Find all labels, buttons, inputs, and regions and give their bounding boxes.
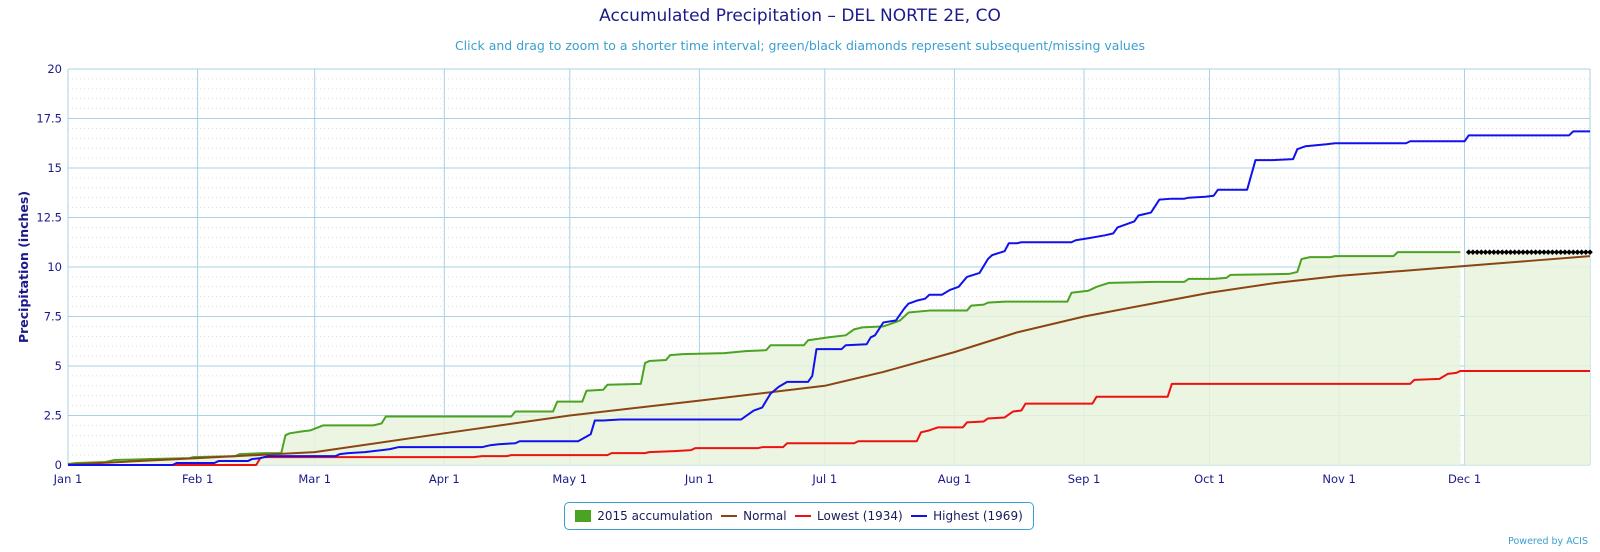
- x-tick-label: Feb 1: [182, 472, 213, 486]
- x-tick-label: Jul 1: [811, 472, 837, 486]
- legend-label-accumulation: 2015 accumulation: [597, 509, 713, 523]
- missing-value-marker: [1553, 249, 1560, 255]
- legend-item-normal[interactable]: Normal: [721, 509, 787, 523]
- legend-item-accumulation[interactable]: 2015 accumulation: [575, 509, 713, 523]
- legend-swatch-normal: [721, 515, 738, 517]
- missing-value-marker: [1587, 249, 1593, 255]
- x-tick-label: Nov 1: [1322, 472, 1355, 486]
- missing-value-marker: [1545, 249, 1551, 255]
- missing-value-marker: [1549, 249, 1556, 255]
- series-2015-accumulation-area: [68, 252, 1461, 465]
- missing-value-marker: [1465, 249, 1472, 255]
- legend-label-normal: Normal: [743, 509, 787, 523]
- x-tick-label: Jan 1: [53, 472, 83, 486]
- x-tick-label: Dec 1: [1448, 472, 1481, 486]
- x-tick-label: Oct 1: [1194, 472, 1225, 486]
- y-tick-label: 17.5: [36, 112, 62, 126]
- series-normal[interactable]: [67, 255, 1591, 466]
- x-tick-label: Apr 1: [429, 472, 460, 486]
- missing-value-marker: [1557, 249, 1564, 255]
- y-tick-label: 7.5: [44, 310, 62, 324]
- missing-value-marker: [1495, 249, 1501, 255]
- y-tick-label: 12.5: [36, 211, 62, 225]
- missing-value-marker: [1503, 249, 1510, 255]
- y-tick-label: 5: [55, 359, 62, 373]
- legend-label-lowest: Lowest (1934): [817, 509, 903, 523]
- missing-value-marker: [1528, 249, 1535, 255]
- missing-value-marker: [1583, 249, 1589, 255]
- series-2015-accumulation[interactable]: [67, 251, 1461, 466]
- missing-value-marker: [1578, 249, 1585, 255]
- missing-value-marker: [1482, 249, 1489, 255]
- missing-value-marker: [1507, 249, 1514, 255]
- chart-title: Accumulated Precipitation – DEL NORTE 2E…: [599, 6, 1001, 26]
- missing-value-marker: [1516, 249, 1522, 255]
- missing-value-marker: [1511, 249, 1518, 255]
- chart-legend: 2015 accumulation Normal Lowest (1934) H…: [564, 502, 1034, 530]
- missing-value-marker: [1524, 249, 1531, 255]
- x-tick-label: Jun 1: [684, 472, 714, 486]
- missing-value-marker: [1499, 249, 1505, 255]
- missing-value-marker: [1520, 249, 1526, 255]
- missing-value-marker: [1491, 249, 1497, 255]
- missing-value-marker: [1478, 249, 1485, 255]
- y-tick-label: 20: [47, 62, 62, 76]
- missing-value-marker: [1566, 249, 1572, 255]
- missing-value-marker: [1532, 249, 1539, 255]
- y-axis-title: Precipitation (inches): [16, 191, 31, 343]
- y-tick-label: 0: [55, 458, 62, 472]
- missing-value-marker: [1474, 249, 1480, 255]
- x-tick-label: Aug 1: [938, 472, 971, 486]
- legend-swatch-accumulation: [575, 510, 592, 522]
- missing-value-marker: [1541, 249, 1547, 255]
- missing-value-marker: [1470, 249, 1476, 255]
- legend-swatch-lowest: [795, 515, 811, 517]
- legend-swatch-highest: [911, 515, 928, 517]
- legend-label-highest: Highest (1969): [933, 509, 1023, 523]
- missing-value-marker: [1537, 249, 1543, 255]
- missing-period-area: [1464, 252, 1590, 465]
- missing-value-marker: [1570, 249, 1577, 255]
- missing-value-marker: [1562, 249, 1568, 255]
- legend-item-lowest[interactable]: Lowest (1934): [795, 509, 903, 523]
- y-tick-label: 15: [47, 161, 62, 175]
- series-highest-1969[interactable]: [68, 130, 1590, 466]
- chart-subtitle: Click and drag to zoom to a shorter time…: [454, 38, 1146, 53]
- y-tick-label: 2.5: [44, 409, 62, 423]
- x-tick-label: May 1: [552, 472, 587, 486]
- legend-item-highest[interactable]: Highest (1969): [911, 509, 1023, 523]
- credits-link[interactable]: Powered by ACIS: [1508, 536, 1588, 547]
- missing-value-marker: [1486, 249, 1493, 255]
- series-lowest-1934[interactable]: [68, 369, 1590, 466]
- missing-value-marker: [1574, 249, 1581, 255]
- x-tick-label: Sep 1: [1068, 472, 1101, 486]
- y-tick-label: 10: [47, 260, 62, 274]
- x-tick-label: Mar 1: [298, 472, 331, 486]
